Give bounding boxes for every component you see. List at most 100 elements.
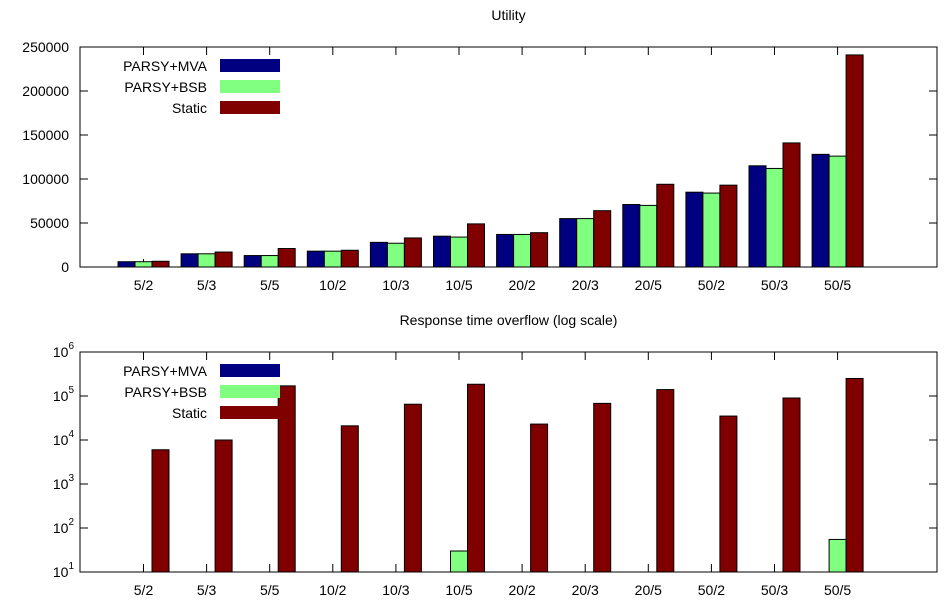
y-tick-label: 100000 [22,171,69,187]
bar-static [593,210,612,268]
y-tick-label: 102 [53,517,75,536]
bar-static [845,54,864,268]
x-tick-label: 10/2 [319,582,346,598]
bar-parsy-bsb [513,233,532,268]
y-tick-label: 50000 [30,215,69,231]
bar-parsy-bsb [260,255,279,268]
bar-parsy-mva [369,241,388,268]
bar-static [656,183,675,268]
bar-parsy-bsb [828,155,847,268]
legend-label: Static [172,405,207,421]
x-tick-label: 10/2 [319,277,346,293]
x-tick-label: 50/2 [698,582,725,598]
x-tick-label: 5/3 [197,582,217,598]
x-tick-label: 20/3 [572,582,599,598]
y-tick-label: 0 [61,259,69,275]
bar-parsy-bsb [197,253,216,268]
y-tick-label: 106 [53,341,75,360]
x-tick-label: 5/5 [260,277,280,293]
x-tick-label: 20/2 [508,582,535,598]
legend-swatch [220,80,280,93]
y-tick-label: 150000 [22,127,69,143]
y-tick-label: 101 [53,561,75,580]
chart-title: Response time overflow (log scale) [400,312,618,328]
x-tick-label: 20/3 [572,277,599,293]
bar-static [277,248,296,268]
bar-parsy-mva [243,255,262,268]
x-tick-label: 10/5 [445,277,472,293]
bar-static [403,403,422,573]
bar-static [214,439,233,573]
bar-static [530,423,549,573]
bar-parsy-mva [748,165,767,268]
bar-parsy-bsb [828,538,847,573]
legend-swatch [220,364,280,377]
x-tick-label: 50/5 [824,582,851,598]
bar-parsy-bsb [576,218,595,268]
chart-title: Utility [491,7,525,23]
bar-parsy-bsb [765,167,784,268]
bar-parsy-mva [622,204,641,268]
bar-static [530,232,549,268]
legend-label: PARSY+BSB [124,79,207,95]
bar-parsy-mva [496,233,515,268]
legend-label: PARSY+MVA [123,363,208,379]
bar-parsy-mva [433,235,451,268]
y-tick-label: 200000 [22,83,69,99]
response-time-overflow-chart: Response time overflow (log scale) 101 102… [53,312,938,598]
bar-parsy-mva [559,218,578,268]
bar-parsy-bsb [450,236,468,268]
bar-parsy-bsb [639,204,658,268]
legend-label: PARSY+BSB [124,384,207,400]
y-tick-label: 103 [53,473,75,492]
bar-static [782,142,801,268]
y-tick-label: 250000 [22,39,69,55]
bar-static [403,237,422,268]
x-tick-label: 10/3 [382,277,409,293]
bar-static [151,260,170,268]
bar-static [719,415,738,573]
legend-swatch [220,406,280,419]
bar-static [467,223,485,268]
legend-swatch [220,385,280,398]
bar-parsy-mva [811,153,830,268]
bar-parsy-bsb [702,192,721,268]
legend-label: PARSY+MVA [123,58,208,74]
x-tick-label: 5/2 [134,582,154,598]
bar-static [719,184,738,268]
x-tick-label: 10/3 [382,582,409,598]
plot-frame [79,351,938,573]
bar-static [467,383,485,573]
x-tick-label: 50/3 [761,582,788,598]
x-tick-label: 20/5 [635,582,662,598]
x-tick-label: 5/2 [134,277,154,293]
x-tick-label: 50/5 [824,277,851,293]
bar-static [340,249,359,268]
bar-parsy-bsb [450,550,468,573]
bar-static [656,389,675,573]
x-tick-label: 50/3 [761,277,788,293]
y-tick-label: 104 [53,429,75,448]
legend-swatch [220,101,280,114]
x-tick-label: 20/2 [508,277,535,293]
bar-parsy-bsb [323,250,342,268]
bar-static [782,397,801,573]
legend-label: Static [172,100,207,116]
bar-parsy-mva [180,253,199,268]
y-tick-label: 105 [53,385,75,404]
bar-parsy-mva [685,191,704,268]
bar-parsy-bsb [386,242,405,268]
x-tick-label: 5/3 [197,277,217,293]
bar-static [151,449,170,573]
legend-swatch [220,59,280,72]
x-tick-label: 10/5 [445,582,472,598]
bar-static [845,377,864,573]
bar-static [340,425,359,573]
bar-parsy-mva [306,250,325,268]
bar-static [214,251,233,268]
utility-chart: Utility 0 50000 100000 150000 200000 250000 5/2… [22,7,938,293]
bar-static [277,385,296,573]
bar-static [593,402,612,573]
x-tick-label: 50/2 [698,277,725,293]
x-tick-label: 5/5 [260,582,280,598]
